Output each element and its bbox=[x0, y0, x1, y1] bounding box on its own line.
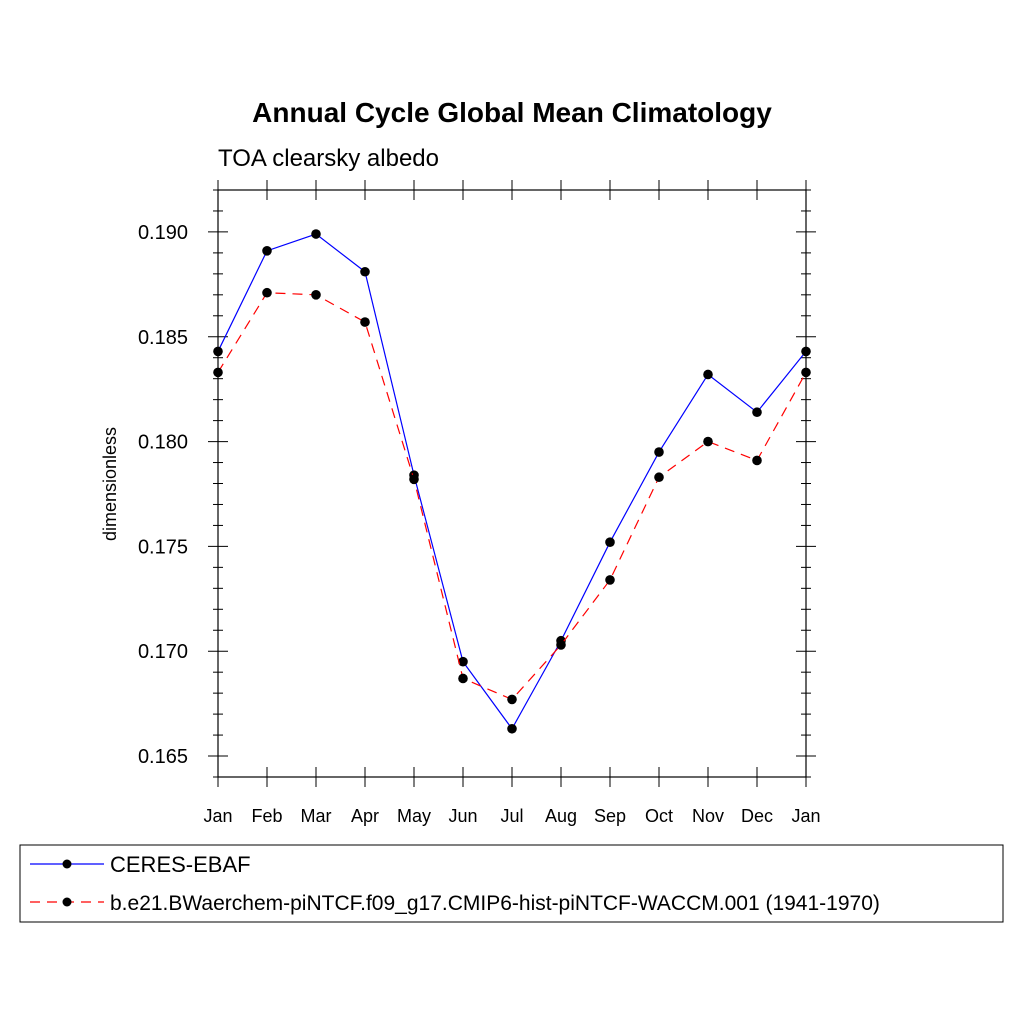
data-point-model bbox=[458, 673, 468, 684]
chart-subtitle: TOA clearsky albedo bbox=[218, 145, 439, 172]
plot-area: 0.165 0.170 0.175 0.180 0.185 0.190 Jan Feb Mar A… bbox=[138, 180, 821, 826]
plot-frame bbox=[217, 189, 807, 778]
y-axis-label: dimensionless bbox=[100, 427, 120, 541]
y-tick-label: 0.180 bbox=[138, 432, 188, 454]
legend-swatch-marker-model bbox=[62, 897, 72, 907]
x-tick-label: Feb bbox=[251, 806, 282, 826]
legend-box bbox=[19, 844, 1004, 923]
legend-label-model: b.e21.BWaerchem-piNTCF.f09_g17.CMIP6-his… bbox=[110, 892, 880, 915]
y-tick-label: 0.185 bbox=[138, 327, 188, 349]
series-line-ceres bbox=[217, 233, 807, 730]
data-point-ceres bbox=[262, 245, 272, 256]
data-point-model bbox=[311, 290, 321, 300]
data-point-ceres bbox=[703, 369, 713, 380]
chart-title: Annual Cycle Global Mean Climatology bbox=[252, 97, 772, 128]
series-line-model bbox=[217, 292, 807, 701]
x-tick-label: Jan bbox=[203, 806, 232, 826]
y-tick-label: 0.190 bbox=[138, 222, 188, 244]
x-tick-label: Nov bbox=[692, 806, 724, 826]
data-point-ceres bbox=[458, 656, 468, 667]
x-tick-label: Mar bbox=[301, 806, 332, 826]
legend-swatch-marker-ceres bbox=[62, 859, 72, 869]
data-point-model bbox=[262, 287, 272, 298]
data-point-ceres bbox=[605, 537, 615, 547]
y-tick-label: 0.175 bbox=[138, 536, 188, 558]
data-point-ceres bbox=[507, 723, 517, 734]
x-tick-label: May bbox=[397, 806, 431, 826]
x-tick-label: Jun bbox=[448, 806, 477, 826]
data-point-model bbox=[556, 640, 566, 650]
x-tick-label: Dec bbox=[741, 806, 773, 826]
data-point-model bbox=[360, 317, 370, 327]
legend: CERES-EBAF b.e21.BWaerchem-piNTCF.f09_g1… bbox=[19, 844, 1004, 923]
data-point-model bbox=[654, 472, 664, 483]
data-point-ceres bbox=[311, 229, 321, 239]
x-tick-label: Jul bbox=[500, 806, 523, 826]
y-tick-label: 0.165 bbox=[138, 746, 188, 768]
x-tick-label: Sep bbox=[594, 806, 626, 826]
data-point-model bbox=[605, 575, 615, 585]
data-point-model bbox=[752, 455, 762, 466]
legend-label-ceres: CERES-EBAF bbox=[110, 852, 251, 877]
data-point-ceres bbox=[654, 447, 664, 457]
x-tick-label: Oct bbox=[645, 806, 673, 826]
x-tick-label: Jan bbox=[791, 806, 820, 826]
data-point-model bbox=[703, 436, 713, 447]
y-tick-label: 0.170 bbox=[138, 641, 188, 663]
data-point-ceres bbox=[752, 407, 762, 418]
x-tick-label: Aug bbox=[545, 806, 577, 826]
data-point-model bbox=[507, 694, 517, 705]
x-tick-label: Apr bbox=[351, 806, 379, 826]
data-point-ceres bbox=[360, 266, 370, 277]
data-point-model bbox=[409, 474, 419, 485]
